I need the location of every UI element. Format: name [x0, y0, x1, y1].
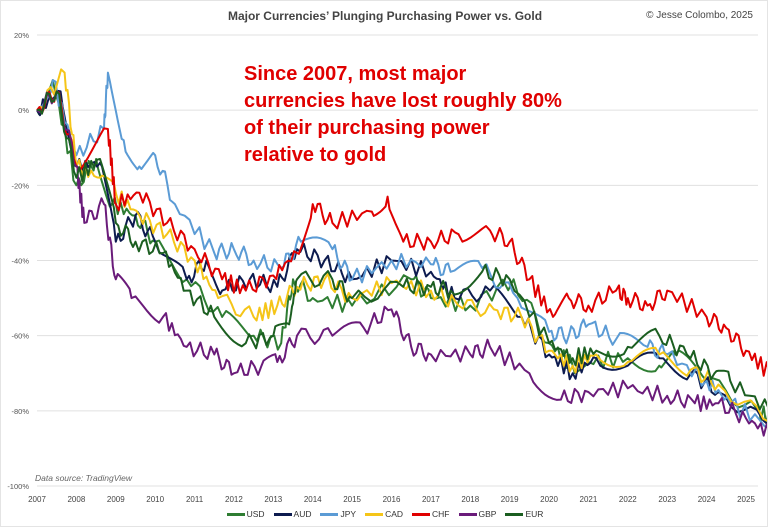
y-tick-label: -20% — [11, 181, 29, 190]
legend-label: GBP — [478, 509, 497, 519]
legend-label: EUR — [525, 509, 544, 519]
x-tick-label: 2009 — [107, 495, 125, 504]
legend-swatch — [505, 512, 524, 516]
series-line-gbp — [36, 90, 767, 437]
series-line-jpy — [36, 71, 767, 428]
x-tick-label: 2018 — [461, 495, 479, 504]
x-tick-label: 2025 — [737, 495, 755, 504]
x-tick-label: 2016 — [383, 495, 401, 504]
annotation: Since 2007, most major currencies have l… — [244, 63, 562, 166]
legend-item-aud: AUD — [273, 509, 312, 519]
chart-title: Major Currencies’ Plunging Purchasing Po… — [227, 9, 543, 23]
legend-item-usd: USD — [226, 509, 265, 519]
x-tick-label: 2017 — [422, 495, 440, 504]
legend: USD AUD JPY CAD CHF GBP EUR — [1, 509, 767, 519]
credit: © Jesse Colombo, 2025 — [646, 10, 753, 21]
legend-item-cad: CAD — [365, 509, 403, 519]
x-tick-label: 2013 — [264, 495, 282, 504]
legend-swatch — [320, 512, 339, 516]
legend-item-jpy: JPY — [320, 509, 356, 519]
x-tick-label: 2021 — [580, 495, 598, 504]
x-tick-label: 2023 — [658, 495, 676, 504]
x-tick-label: 2015 — [343, 495, 361, 504]
y-tick-label: -80% — [11, 407, 29, 416]
x-tick-label: 2024 — [698, 495, 716, 504]
series-line-chf — [36, 90, 767, 377]
y-tick-label: 0% — [18, 106, 29, 115]
x-tick-label: 2008 — [67, 495, 85, 504]
x-tick-label: 2019 — [501, 495, 519, 504]
legend-swatch — [412, 512, 431, 516]
legend-swatch — [273, 512, 292, 516]
x-tick-label: 2014 — [304, 495, 322, 504]
legend-label: JPY — [340, 509, 357, 519]
y-tick-label: 20% — [14, 31, 29, 40]
legend-label: CHF — [432, 509, 450, 519]
x-tick-label: 2020 — [540, 495, 558, 504]
x-tick-label: 2022 — [619, 495, 637, 504]
data-source: Data source: TradingView — [35, 473, 133, 483]
legend-swatch — [458, 512, 477, 516]
legend-label: USD — [246, 509, 265, 519]
y-tick-label: -60% — [11, 332, 29, 341]
y-tick-label: -40% — [11, 257, 29, 266]
legend-swatch — [226, 512, 245, 516]
legend-item-chf: CHF — [412, 509, 450, 519]
legend-item-gbp: GBP — [458, 509, 497, 519]
x-tick-label: 2012 — [225, 495, 243, 504]
legend-label: AUD — [293, 509, 312, 519]
legend-swatch — [365, 512, 384, 516]
x-tick-label: 2011 — [186, 495, 204, 504]
y-tick-label: -100% — [7, 482, 29, 491]
x-tick-label: 2010 — [146, 495, 164, 504]
series-line-eur — [36, 90, 767, 411]
legend-item-eur: EUR — [505, 509, 543, 519]
x-tick-label: 2007 — [28, 495, 46, 504]
legend-label: CAD — [385, 509, 404, 519]
